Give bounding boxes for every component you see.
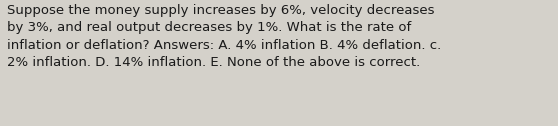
Text: Suppose the money supply increases by 6%, velocity decreases
by 3%, and real out: Suppose the money supply increases by 6%… bbox=[7, 4, 441, 69]
